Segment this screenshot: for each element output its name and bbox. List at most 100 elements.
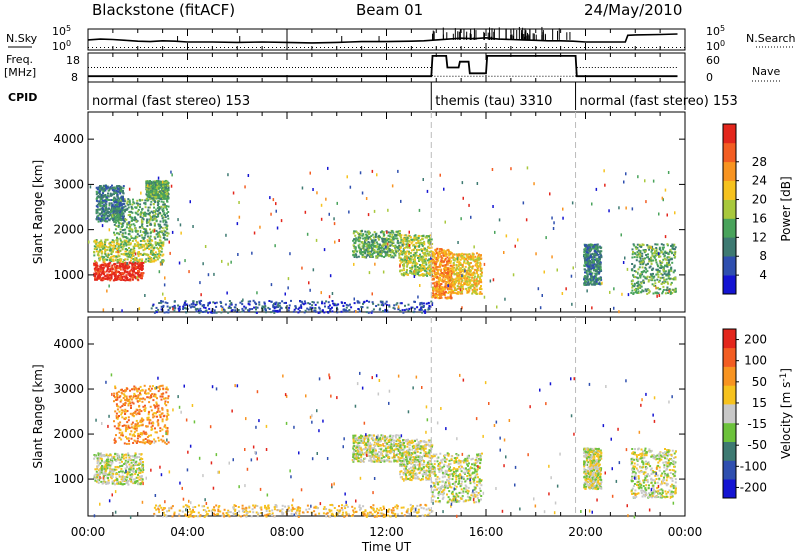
power-echo-cell (633, 266, 635, 268)
power-echo-cell (131, 204, 133, 206)
power-echo-cell (98, 268, 100, 270)
power-echo-cell (460, 286, 462, 288)
power-echo-cell (270, 301, 272, 303)
power-echo-cell (178, 310, 180, 312)
power-echo-cell (165, 231, 167, 233)
power-echo-cell (99, 209, 101, 211)
power-echo-cell (452, 291, 454, 293)
power-echo-cell (118, 271, 120, 273)
power-echo-cell (663, 282, 665, 284)
power-echo-cell (107, 274, 109, 276)
power-echo-cell (153, 249, 155, 251)
power-echo-cell (459, 262, 461, 264)
power-echo-cell (160, 300, 162, 302)
power-echo-cell (151, 186, 153, 188)
power-echo-cell (381, 230, 383, 232)
power-echo-cell (641, 282, 643, 284)
power-echo-cell (651, 263, 653, 265)
power-echo-cell (162, 221, 164, 223)
power-echo-cell (121, 234, 123, 236)
power-echo-cell (148, 191, 150, 193)
power-echo-cell (639, 277, 641, 279)
power-echo-cell (155, 196, 157, 198)
power-echo-cell (121, 276, 123, 278)
power-echo-cell (471, 279, 473, 281)
power-echo-cell (131, 264, 133, 266)
power-echo-cell (145, 206, 147, 208)
power-echo-cell (598, 272, 600, 274)
power-echo-cell (119, 238, 121, 240)
power-echo-cell (355, 237, 357, 239)
power-echo-cell (372, 241, 374, 243)
power-echo-cell (117, 204, 119, 206)
power-echo-cell (157, 204, 159, 206)
power-echo-cell (122, 216, 124, 218)
power-echo-cell (358, 302, 360, 304)
power-echo-cell (648, 289, 650, 291)
power-echo-cell (358, 245, 360, 247)
power-echo-cell (145, 193, 147, 195)
power-echo-cell (583, 251, 585, 253)
power-echo-cell (228, 307, 230, 309)
power-echo-cell (473, 279, 475, 281)
power-echo-cell (99, 245, 101, 247)
power-echo-cell (137, 242, 139, 244)
cpid-segment-label: normal (fast stereo) 153 (92, 94, 250, 109)
power-echo-cell (433, 290, 435, 292)
power-echo-cell (443, 274, 445, 276)
power-echo-cell (120, 228, 122, 230)
power-echo-cell (466, 281, 468, 283)
power-echo-cell (134, 263, 136, 265)
power-echo-cell (446, 297, 448, 299)
power-echo-cell (354, 250, 356, 252)
power-echo-cell (119, 265, 121, 267)
power-echo-cell (656, 279, 658, 281)
power-echo-cell (109, 269, 111, 271)
power-echo-cell (168, 206, 170, 208)
power-echo-cell (655, 247, 657, 249)
power-echo-cell (592, 253, 594, 255)
power-echo-cell (414, 257, 416, 259)
power-echo-cell (373, 236, 375, 238)
power-echo-cell (97, 204, 99, 206)
power-echo-cell (115, 251, 117, 253)
power-echo-cell (637, 277, 639, 279)
power-echo-cell (402, 309, 404, 311)
power-echo-cell (128, 266, 130, 268)
power-echo-cell (130, 211, 132, 213)
power-echo-cell (93, 254, 95, 256)
power-echo-cell (353, 244, 355, 246)
power-echo-cell (426, 250, 428, 252)
power-echo-cell (317, 302, 319, 304)
power-echo-cell (392, 232, 394, 234)
power-echo-cell (654, 243, 656, 245)
power-echo-cell (439, 262, 441, 264)
power-echo-cell (153, 215, 155, 217)
power-echo-cell (458, 253, 460, 255)
power-echo-cell (414, 265, 416, 267)
power-echo-cell (118, 244, 120, 246)
power-echo-cell (108, 247, 110, 249)
power-echo-cell (109, 242, 111, 244)
power-echo-cell (128, 256, 130, 258)
power-echo-cell (452, 267, 454, 269)
power-echo-cell (480, 281, 482, 283)
power-echo-cell (461, 253, 463, 255)
power-echo-cell (425, 237, 427, 239)
power-echo-cell (130, 260, 132, 262)
power-echo-cell (124, 232, 126, 234)
power-echo-cell (114, 234, 116, 236)
power-echo-cell (116, 232, 118, 234)
power-echo-cell (118, 210, 120, 212)
power-echo-cell (159, 212, 161, 214)
power-echo-cell (134, 227, 136, 229)
power-echo-cell (96, 192, 98, 194)
power-echo-cell (404, 273, 406, 275)
power-echo-cell (142, 254, 144, 256)
power-echo-cell (159, 239, 161, 241)
beam-label: Beam 01 (356, 1, 423, 19)
power-echo-cell (634, 284, 636, 286)
power-echo-cell (442, 252, 444, 254)
